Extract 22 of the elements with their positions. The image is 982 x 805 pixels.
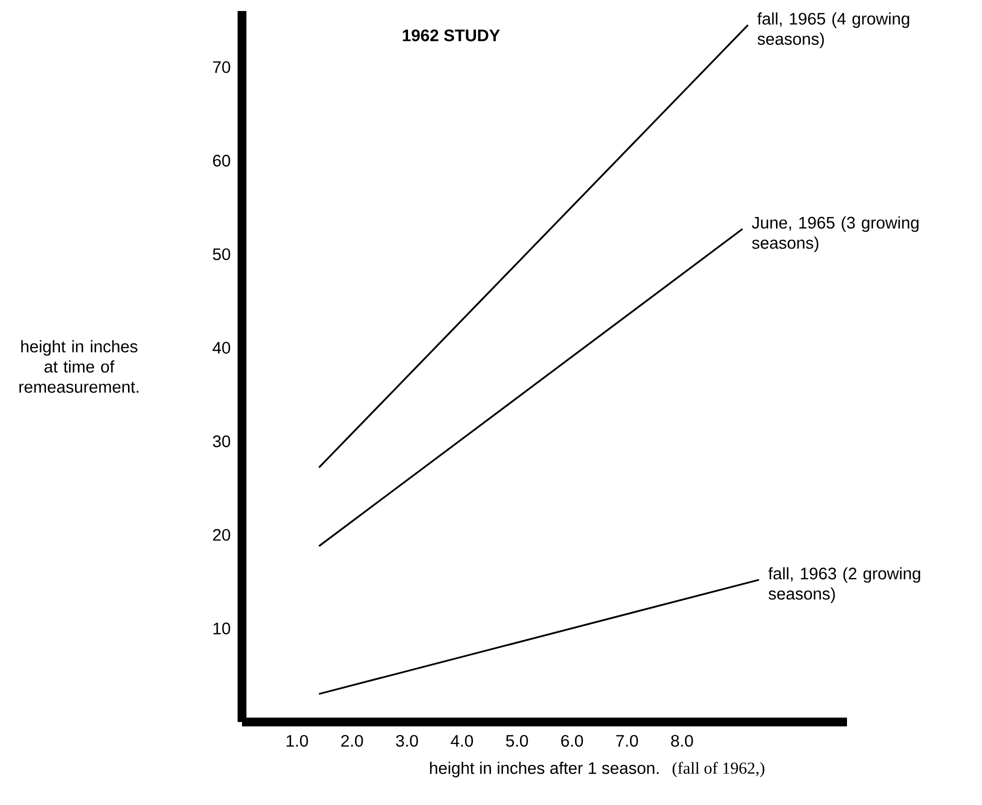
x-tick-label: 5.0 xyxy=(506,734,528,747)
x-tick-label: 8.0 xyxy=(671,734,693,747)
y-tick-label: 10 xyxy=(214,622,230,634)
y-tick-label: 20 xyxy=(213,528,230,541)
y-tick-label: 60 xyxy=(213,154,230,167)
y-tick-label: 50 xyxy=(212,248,230,260)
y-axis-title: height in inches at time of remeasurement. xyxy=(19,340,138,393)
text: 1962 STUDY xyxy=(402,29,500,42)
x-tick-label: 2.0 xyxy=(341,734,363,747)
x-tick-label: 4.0 xyxy=(450,734,473,747)
series-label: fall, 1963 (2 growing seasons) xyxy=(768,567,920,603)
x-tick-label: 1.0 xyxy=(286,734,308,747)
text: (fall of 1962,) xyxy=(672,762,764,778)
x-axis-title: height in inches after 1 season. xyxy=(430,762,658,778)
series-label: June, 1965 (3 growing seasons) xyxy=(752,216,919,252)
x-tick-label: 3.0 xyxy=(396,734,418,747)
x-tick-label: 6.0 xyxy=(561,734,583,747)
y-tick-label: 30 xyxy=(212,435,230,448)
x-tick-label: 7.0 xyxy=(616,734,638,747)
y-tick-label: 70 xyxy=(213,61,230,74)
y-tick-label: 40 xyxy=(212,342,230,354)
series-label: fall, 1965 (4 growing seasons) xyxy=(757,12,910,48)
